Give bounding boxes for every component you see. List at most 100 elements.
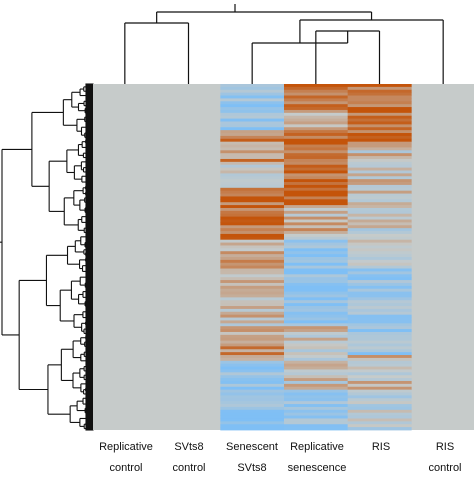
- heatmap-cell: [284, 213, 348, 218]
- heatmap-cell: [220, 231, 285, 235]
- column-label-senescent-svts8: Senescent SVts8: [212, 437, 292, 479]
- heatmap-cell: [284, 130, 348, 134]
- heatmap-cell: [284, 216, 348, 220]
- heatmap-grid: [93, 84, 474, 431]
- heatmap-cell: [284, 228, 348, 232]
- heatmap-cell: [284, 268, 348, 272]
- heatmap-cell: [220, 236, 285, 241]
- heatmap-cell: [347, 205, 412, 209]
- heatmap-cell: [220, 199, 285, 203]
- heatmap-cell: [347, 89, 412, 94]
- heatmap-cell: [284, 415, 348, 419]
- heatmap-cell: [284, 121, 348, 125]
- column-dendrogram: [124, 4, 444, 84]
- heatmap-cell: [347, 404, 412, 408]
- heatmap-cell: [347, 409, 412, 414]
- heatmap-cell: [347, 386, 412, 391]
- heatmap-cell: [347, 112, 412, 117]
- heatmap-cell: [284, 138, 348, 143]
- heatmap-cell: [220, 182, 285, 186]
- heatmap-cell: [347, 231, 412, 235]
- heatmap-cell: [347, 274, 412, 278]
- heatmap-cell: [220, 340, 285, 344]
- heatmap-cell: [220, 254, 285, 258]
- heatmap-cell: [347, 196, 412, 200]
- heatmap-cell: [220, 294, 285, 298]
- heatmap-cell: [284, 141, 348, 145]
- heatmap-cell: [284, 190, 348, 194]
- heatmap-cell: [347, 389, 412, 393]
- heatmap-cell: [284, 285, 348, 290]
- heatmap-cell: [284, 340, 348, 344]
- heatmap-cell: [220, 375, 285, 379]
- heatmap-cell: [284, 357, 348, 362]
- heatmap-cell: [284, 101, 348, 105]
- heatmap-cell: [347, 101, 412, 105]
- heatmap-cell: [347, 306, 412, 310]
- heatmap-cell: [220, 170, 285, 174]
- heatmap-cell: [220, 184, 285, 189]
- heatmap-cell: [284, 395, 348, 399]
- heatmap-cell: [284, 280, 348, 284]
- heatmap-cell: [284, 386, 348, 391]
- heatmap-cell: [220, 98, 285, 102]
- heatmap-cell: [220, 277, 285, 281]
- heatmap-cell: [347, 210, 412, 215]
- heatmap-cell: [220, 179, 285, 183]
- heatmap-cell: [347, 280, 412, 284]
- heatmap-cell: [347, 135, 412, 140]
- heatmap-cell: [284, 202, 348, 206]
- heatmap-cell: [347, 291, 412, 295]
- heatmap-cell: [284, 349, 348, 353]
- heatmap-cell: [347, 262, 412, 267]
- heatmap-cell: [347, 242, 412, 246]
- heatmap-cell: [284, 158, 348, 163]
- heatmap-cell: [220, 167, 285, 171]
- heatmap-cell: [284, 199, 348, 203]
- heatmap-cell: [347, 138, 412, 143]
- heatmap-cell: [284, 231, 348, 235]
- heatmap-cell: [284, 245, 348, 249]
- column-label-line1: Replicative: [290, 441, 344, 453]
- heatmap-cell: [284, 406, 348, 411]
- heatmap-cell: [347, 153, 412, 157]
- column-label-line1: Senescent: [226, 441, 278, 453]
- heatmap-cell: [220, 207, 285, 212]
- heatmap-cell: [284, 398, 348, 402]
- heatmap-cell: [347, 343, 412, 347]
- heatmap-cell: [284, 92, 348, 96]
- heatmap-cell: [284, 95, 348, 99]
- heatmap-cell: [284, 294, 348, 298]
- heatmap-cell: [220, 355, 285, 359]
- heatmap-cell: [220, 265, 285, 269]
- heatmap-cell: [284, 311, 348, 316]
- heatmap-cell: [220, 297, 285, 301]
- heatmap-cell: [284, 104, 348, 108]
- heatmap-cell: [284, 205, 348, 209]
- heatmap-cell: [220, 427, 285, 431]
- heatmap-cell: [347, 213, 412, 218]
- column-label-line1: RIS: [371, 441, 391, 453]
- heatmap-cell: [347, 219, 412, 223]
- heatmap-cell: [220, 308, 285, 313]
- heatmap-cell: [284, 334, 348, 339]
- heatmap-cell: [220, 173, 285, 177]
- heatmap-cell: [284, 236, 348, 241]
- heatmap-cell: [347, 392, 412, 396]
- heatmap-cell: [347, 288, 412, 292]
- heatmap-cell: [347, 323, 412, 327]
- heatmap-cell: [347, 239, 412, 243]
- heatmap-cell: [347, 156, 412, 160]
- row-leaf-ticks: [85, 83, 94, 431]
- heatmap-cell: [347, 282, 412, 287]
- heatmap-cell: [347, 95, 412, 99]
- heatmap-cell: [220, 320, 285, 324]
- heatmap-cell: [347, 424, 412, 428]
- heatmap-cell: [347, 257, 412, 261]
- heatmap-cell: [347, 326, 412, 330]
- heatmap-cell: [347, 170, 412, 174]
- heatmap-cell: [220, 228, 285, 232]
- heatmap-cell: [220, 271, 285, 275]
- heatmap-cell: [284, 329, 348, 333]
- heatmap-cell: [220, 363, 285, 367]
